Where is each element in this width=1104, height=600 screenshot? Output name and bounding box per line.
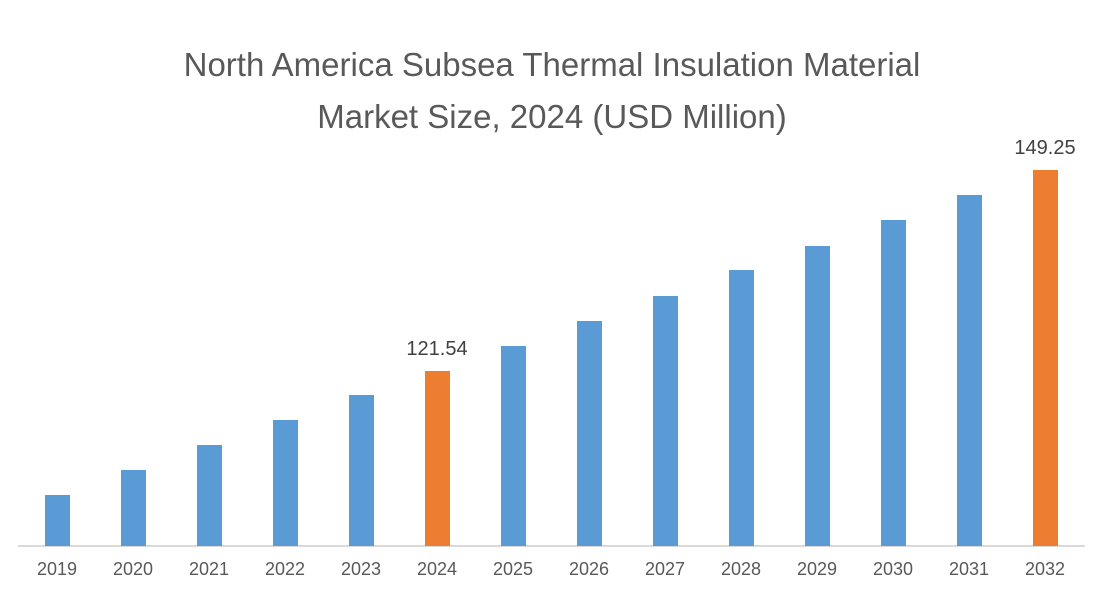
bar-2024 [424,370,450,546]
bar-2028 [728,270,754,546]
bar-2021 [196,445,222,546]
bar-2022 [272,419,298,546]
x-axis-label-2029: 2029 [796,559,838,579]
bar-2030 [880,219,906,546]
x-axis-label-2024: 2024 [416,559,458,579]
bar-2025 [500,345,526,546]
x-axis-label-2031: 2031 [948,559,990,579]
x-axis-label-2022: 2022 [264,559,306,579]
x-axis-label-2025: 2025 [492,559,534,579]
data-label-2032: 149.25 [1014,136,1076,159]
x-axis-label-2030: 2030 [872,559,914,579]
bar-2023 [348,395,374,546]
bar-2027 [652,295,678,546]
bar-2019 [44,495,70,546]
bar-2026 [576,321,602,546]
chart-title-line-2: Market Size, 2024 (USD Million) [317,98,787,136]
bar-2031 [956,194,982,546]
x-axis-line [18,545,1085,547]
x-axis-label-2020: 2020 [112,559,154,579]
x-axis-label-2026: 2026 [568,559,610,579]
x-axis-label-2032: 2032 [1024,559,1066,579]
x-axis-label-2023: 2023 [340,559,382,579]
x-axis-label-2027: 2027 [644,559,686,579]
chart-title-line-1: North America Subsea Thermal Insulation … [183,46,921,84]
bar-2032 [1032,169,1058,546]
x-axis-label-2021: 2021 [188,559,230,579]
x-axis-label-2028: 2028 [720,559,762,579]
data-label-2024: 121.54 [406,337,468,360]
chart-title: North America Subsea Thermal Insulation … [0,39,1104,143]
x-axis-label-2019: 2019 [36,559,78,579]
bar-2020 [120,469,146,546]
bar-2029 [804,245,830,546]
